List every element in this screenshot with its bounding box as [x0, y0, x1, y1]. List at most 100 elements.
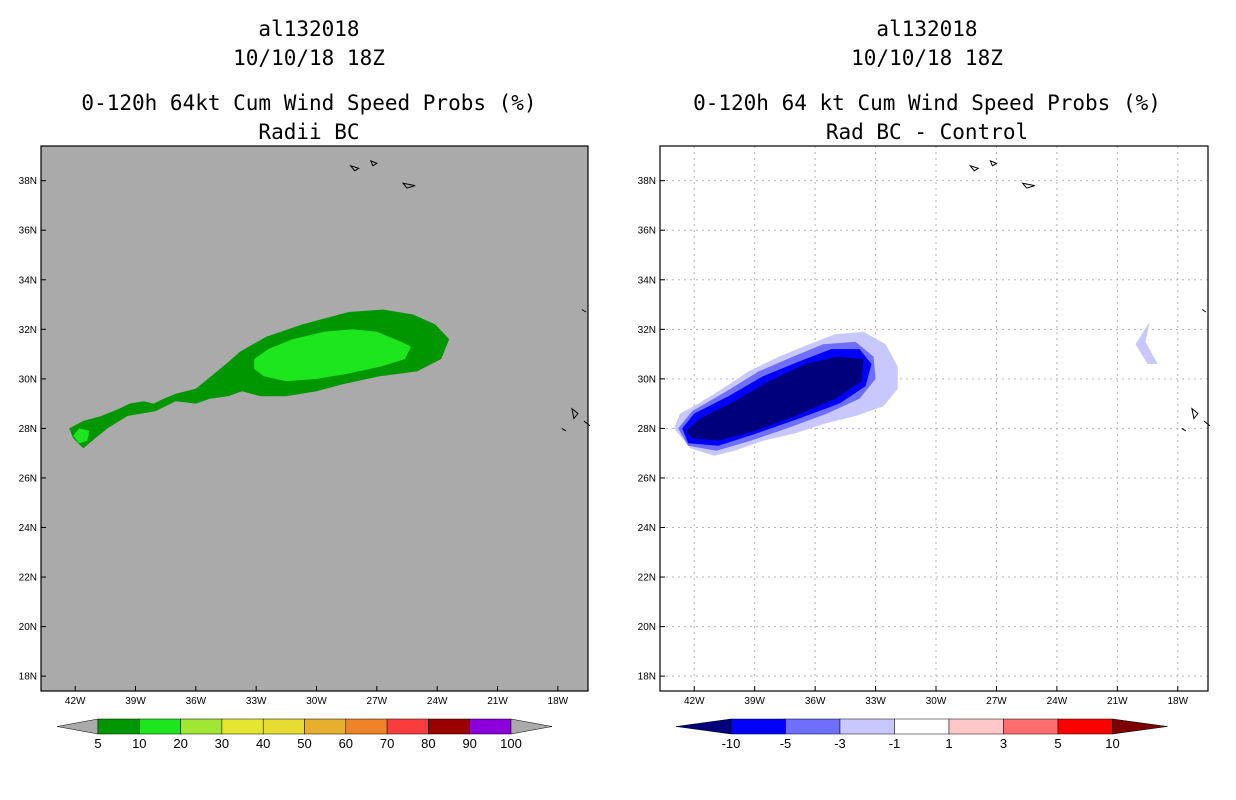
left-subtitle: Radii BC — [258, 120, 360, 144]
right-date: 10/10/18 18Z — [851, 46, 1003, 70]
left-y-tick-label: 36N — [19, 226, 37, 237]
right-coastline — [989, 160, 998, 167]
left-plot-frame — [40, 145, 589, 692]
left-coastline — [349, 164, 360, 172]
right-colorbar-label: 1 — [945, 736, 952, 751]
right-x-tick-label: 24W — [1047, 696, 1068, 707]
left-date: 10/10/18 18Z — [233, 46, 385, 70]
right-title-block: al132018 10/10/18 18Z 0-120h 64 kt Cum W… — [677, 15, 1177, 147]
left-plot-background — [41, 146, 588, 691]
right-y-tick-label: 34N — [638, 275, 656, 286]
left-y-tick-label: 26N — [19, 473, 37, 484]
left-coastline — [401, 182, 416, 189]
right-region--10 — [686, 356, 864, 441]
left-y-tick-label: 20N — [19, 622, 37, 633]
right-coastline — [968, 164, 980, 172]
left-y-tick-label: 34N — [19, 275, 37, 286]
left-y-tick-label: 30N — [19, 374, 37, 385]
left-x-tick-label: 27W — [367, 696, 388, 707]
left-coastline — [583, 420, 591, 427]
right-x-tick-label: 21W — [1107, 696, 1128, 707]
right-colorbar-label: 10 — [1105, 736, 1119, 751]
left-colorbar-label: 100 — [500, 736, 522, 751]
right-x-tick-label: 39W — [744, 696, 765, 707]
left-y-tick-label: 28N — [19, 424, 37, 435]
right-y-tick-label: 20N — [638, 622, 656, 633]
left-region-10-20 — [73, 428, 90, 444]
left-colorbar-label: 80 — [421, 736, 435, 751]
left-y-tick-label: 22N — [19, 573, 37, 584]
right-x-tick-label: 18W — [1167, 696, 1188, 707]
right-colorbar-label: -1 — [889, 736, 901, 751]
left-coastline — [571, 407, 579, 420]
right-x-tick-label: 30W — [926, 696, 947, 707]
right-y-tick-label: 26N — [638, 473, 656, 484]
left-storm-id: al132018 — [258, 17, 360, 41]
left-product-title: 0-120h 64kt Cum Wind Speed Probs (%) — [81, 91, 537, 115]
right-y-tick-label: 38N — [638, 176, 656, 187]
right-subtitle: Rad BC - Control — [825, 120, 1029, 144]
left-y-tick-label: 24N — [19, 523, 37, 534]
right-x-tick-label: 33W — [865, 696, 886, 707]
right-y-tick-label: 24N — [638, 523, 656, 534]
left-colorbar-label: 90 — [462, 736, 476, 751]
right-y-tick-label: 30N — [638, 374, 656, 385]
right-product-title: 0-120h 64 kt Cum Wind Speed Probs (%) — [693, 91, 1161, 115]
right-colorbar-cell — [1057, 718, 1113, 735]
right-colorbar-cell — [839, 718, 895, 735]
left-x-tick-label: 36W — [186, 696, 207, 707]
left-x-tick-label: 18W — [548, 696, 569, 707]
left-y-tick-label: 38N — [19, 176, 37, 187]
left-coastline — [561, 427, 567, 432]
left-coastline — [369, 159, 378, 167]
right-x-tick-label: 36W — [805, 696, 826, 707]
left-coastline — [581, 309, 587, 313]
left-colorbar-label: 30 — [215, 736, 229, 751]
right-x-tick-label: 27W — [986, 696, 1007, 707]
right-colorbar-high-arrow — [1112, 718, 1168, 735]
left-x-tick-label: 42W — [65, 696, 86, 707]
left-y-tick-label: 18N — [19, 672, 37, 683]
left-colorbar-label: 20 — [173, 736, 187, 751]
right-colorbar-cell — [948, 718, 1004, 735]
right-coastline — [1181, 427, 1187, 432]
right-colorbar-cell — [785, 718, 841, 735]
right-y-tick-label: 18N — [638, 672, 656, 683]
right-colorbar-label: 5 — [1054, 736, 1061, 751]
left-colorbar-label: 40 — [256, 736, 270, 751]
right-y-tick-label: 32N — [638, 325, 656, 336]
right-coastline — [1021, 182, 1035, 189]
left-x-tick-label: 24W — [427, 696, 448, 707]
left-x-tick-label: 39W — [125, 696, 146, 707]
left-colorbar-label: 60 — [339, 736, 353, 751]
right-colorbar-cell — [730, 718, 786, 735]
left-region-10-20 — [254, 329, 411, 382]
left-colorbar-label: 50 — [297, 736, 311, 751]
right-x-tick-label: 42W — [684, 696, 705, 707]
right-colorbar-label: -5 — [780, 736, 792, 751]
left-colorbar-label: 70 — [380, 736, 394, 751]
left-y-tick-label: 32N — [19, 325, 37, 336]
left-x-tick-label: 30W — [306, 696, 327, 707]
right-plot-frame — [659, 145, 1209, 692]
left-colorbar-label: 10 — [132, 736, 146, 751]
right-coastline — [1203, 420, 1211, 427]
right-colorbar-cell — [1003, 718, 1059, 735]
left-title-block: al132018 10/10/18 18Z 0-120h 64kt Cum Wi… — [59, 15, 559, 147]
right-storm-id: al132018 — [876, 17, 978, 41]
left-x-tick-label: 33W — [246, 696, 267, 707]
right-region--3-to-1 — [1135, 321, 1158, 364]
right-coastline — [1201, 309, 1207, 313]
right-colorbar-cell — [894, 718, 950, 735]
left-colorbar-label: 5 — [94, 736, 101, 751]
left-colorbar-high-arrow — [510, 718, 553, 735]
right-coastline — [1191, 407, 1199, 420]
right-y-tick-label: 22N — [638, 573, 656, 584]
right-colorbar-label: -3 — [834, 736, 846, 751]
left-x-tick-label: 21W — [487, 696, 508, 707]
right-colorbar-low-arrow — [675, 718, 732, 735]
right-colorbar-label: -10 — [722, 736, 741, 751]
right-colorbar-label: 3 — [1000, 736, 1007, 751]
